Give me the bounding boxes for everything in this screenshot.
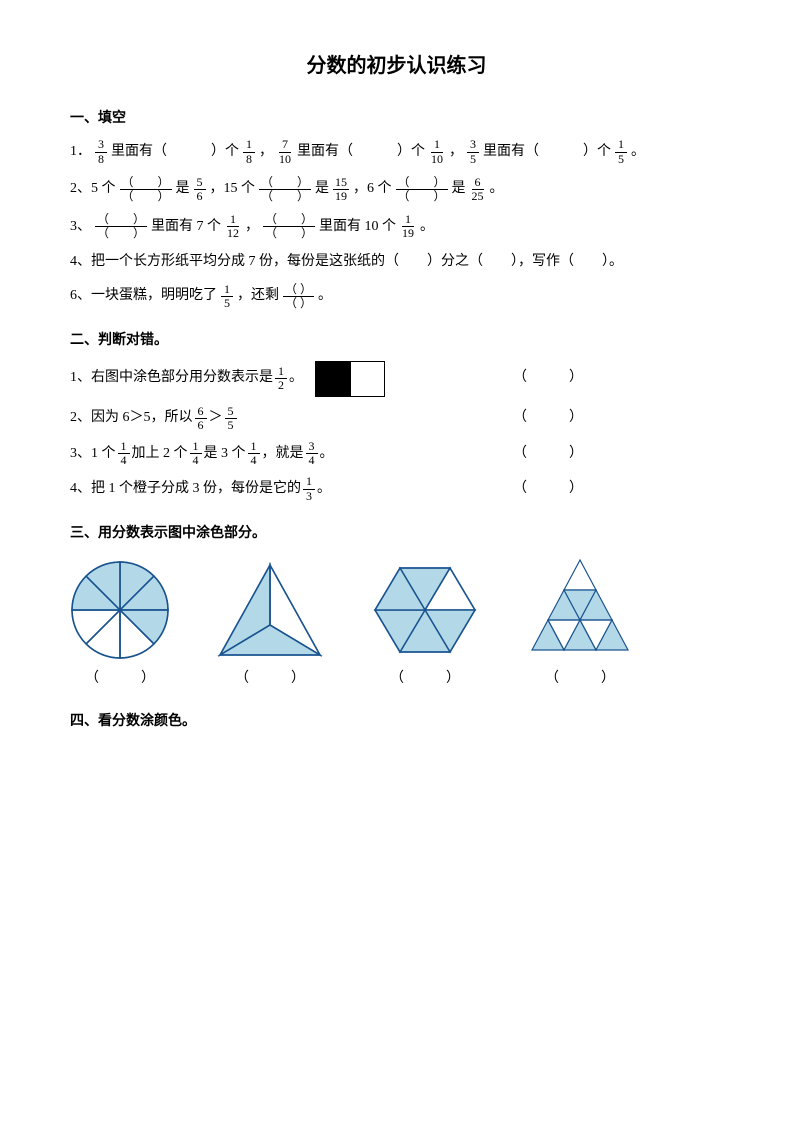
frac: 625 xyxy=(470,176,486,203)
frac: 18 xyxy=(243,138,255,165)
triangle-ninths-icon xyxy=(520,555,640,660)
answer-blank: （ ） xyxy=(235,668,305,690)
frac: 56 xyxy=(194,176,206,203)
shape-hexagon: （ ） xyxy=(370,560,480,690)
answer-blank: （ ） xyxy=(85,668,155,690)
q2-2: 2、因为 6＞5，所以 66 ＞ 55 （ ） xyxy=(70,405,723,432)
q1-6: 6、一块蛋糕，明明吃了 15 ，还剩 （ ）（ ） 。 xyxy=(70,283,723,310)
q1-4: 4、把一个长方形纸平均分成 7 份，每份是这张纸的（ ）分之（ ），写作（ ）。 xyxy=(70,251,723,273)
frac: 15 xyxy=(221,283,233,310)
section-4-head: 四、看分数涂颜色。 xyxy=(70,709,723,731)
frac: 110 xyxy=(429,138,445,165)
judge-blank: （ ） xyxy=(513,443,723,465)
frac: 34 xyxy=(306,440,318,467)
hexagon-sixths-icon xyxy=(370,560,480,660)
page-title: 分数的初步认识练习 xyxy=(70,50,723,82)
half-shaded-box-icon xyxy=(315,361,385,397)
q2-4: 4、把 1 个橙子分成 3 份，每份是它的 13 。 （ ） xyxy=(70,475,723,502)
q1-2: 2、5 个 （ ）（ ） 是 56 ，15 个 （ ）（ ） 是 1519 ，6… xyxy=(70,176,723,203)
frac: 12 xyxy=(275,365,287,392)
frac: 35 xyxy=(467,138,479,165)
frac: 14 xyxy=(248,440,260,467)
frac: 66 xyxy=(195,405,207,432)
q1-1: 1． 38 里面有（）个 18 ， 710 里面有（）个 110 ， 35 里面… xyxy=(70,138,723,165)
blank-frac: （ ）（ ） xyxy=(396,176,448,203)
frac: 14 xyxy=(118,440,130,467)
answer-blank: （ ） xyxy=(390,668,460,690)
section-2-head: 二、判断对错。 xyxy=(70,328,723,350)
frac: 15 xyxy=(615,138,627,165)
blank-frac: （ ）（ ） xyxy=(283,283,314,310)
section-3-head: 三、用分数表示图中涂色部分。 xyxy=(70,521,723,543)
q2-1: 1、右图中涂色部分用分数表示是 12 。 （ ） xyxy=(70,361,723,397)
frac: 13 xyxy=(303,475,315,502)
judge-blank: （ ） xyxy=(513,478,723,500)
shape-circle: （ ） xyxy=(70,560,170,690)
blank-frac: （ ）（ ） xyxy=(95,213,147,240)
frac: 1519 xyxy=(333,176,349,203)
q1-1-label: 1． xyxy=(70,141,91,163)
frac: 112 xyxy=(225,213,241,240)
section-1-head: 一、填空 xyxy=(70,106,723,128)
q2-3: 3、1 个 14 加上 2 个 14 是 3 个 14 ，就是 34 。 （ ） xyxy=(70,440,723,467)
frac: 14 xyxy=(190,440,202,467)
shape-triangle-9: （ ） xyxy=(520,555,640,690)
triangle-thirds-icon xyxy=(210,560,330,660)
frac: 119 xyxy=(400,213,416,240)
circle-eighths-icon xyxy=(70,560,170,660)
judge-blank: （ ） xyxy=(513,407,723,429)
blank-frac: （ ）（ ） xyxy=(120,176,172,203)
frac: 38 xyxy=(95,138,107,165)
shapes-row: （ ） （ ） xyxy=(70,555,723,690)
frac: 710 xyxy=(277,138,293,165)
frac: 55 xyxy=(225,405,237,432)
blank-frac: （ ）（ ） xyxy=(263,213,315,240)
shape-triangle-3: （ ） xyxy=(210,560,330,690)
q1-3: 3、 （ ）（ ） 里面有 7 个 112 ， （ ）（ ） 里面有 10 个 … xyxy=(70,213,723,240)
blank-frac: （ ）（ ） xyxy=(259,176,311,203)
judge-blank: （ ） xyxy=(513,367,723,389)
answer-blank: （ ） xyxy=(545,668,615,690)
